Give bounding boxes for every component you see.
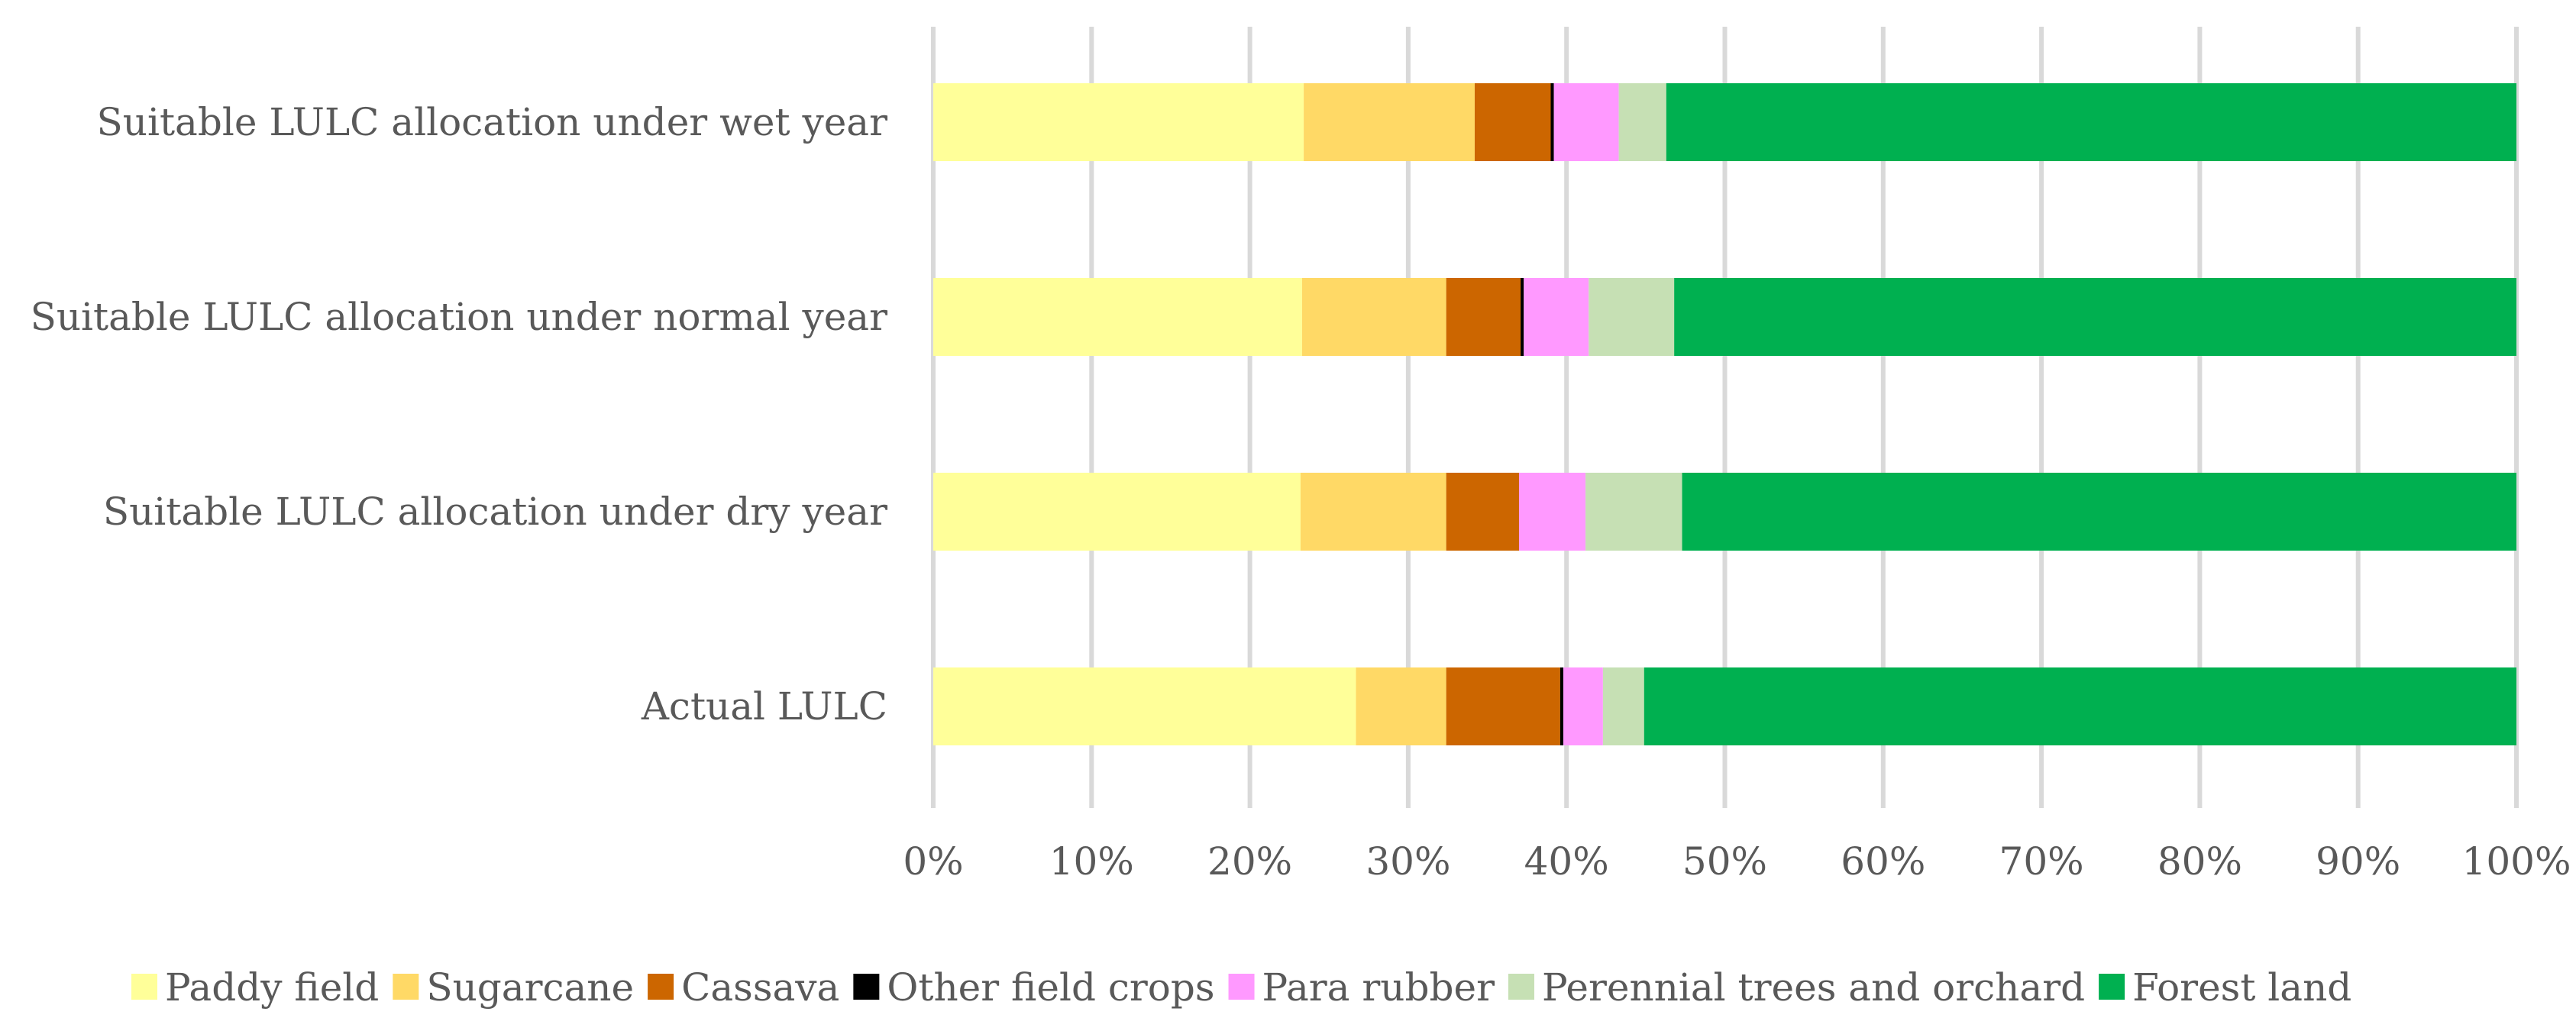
x-tick-label: 80% [2157,839,2242,884]
category-label: Suitable LULC allocation under normal ye… [31,295,888,339]
legend-marker [853,974,880,1000]
bar-segment [933,667,1356,745]
bar-segment [1553,83,1619,161]
bar-segment [1302,278,1446,356]
bar-segment [1446,473,1520,551]
legend-marker [2099,974,2125,1000]
x-tick-label: 30% [1366,839,1450,884]
bar-segment [1618,83,1666,161]
x-tick-label: 20% [1207,839,1292,884]
x-tick-label: 10% [1049,839,1134,884]
bars [933,83,2516,745]
bar-segment [1550,83,1554,161]
x-tick-label: 40% [1524,839,1609,884]
x-tick-label: 100% [2462,839,2571,884]
bar-segment [1524,278,1589,356]
bar-segment [1589,278,1675,356]
legend-marker [131,974,157,1000]
legend-marker [393,974,419,1000]
x-tick-label: 60% [1841,839,1925,884]
bar-segment [933,473,1301,551]
bar-segment [1304,83,1475,161]
x-tick-labels: 0% 10% 20% 30% 40% 50% 60% 70% 80% 90% 100% [903,839,2571,884]
bar-segment [1674,278,2516,356]
legend-marker [1508,974,1534,1000]
category-label: Suitable LULC allocation under wet year [97,100,888,144]
bar-segment [1585,473,1682,551]
bar-segment [1521,278,1524,356]
bar-segment [933,83,1304,161]
category-label: Suitable LULC allocation under dry year [103,490,887,534]
bar-segment [1446,667,1560,745]
category-labels: Suitable LULC allocation under wet year S… [31,100,888,729]
legend-marker [1228,974,1255,1000]
x-tick-label: 0% [903,839,963,884]
legend-label: Paddy field [165,965,379,1010]
legend-label: Para rubber [1262,965,1495,1010]
legend: Paddy field Sugarcane Cassava Other field c… [131,965,2351,1010]
x-tick-label: 50% [1682,839,1767,884]
bar-segment [1474,83,1551,161]
bar-segment [1602,667,1644,745]
legend-label: Forest land [2132,965,2351,1010]
legend-marker [648,974,674,1000]
x-tick-label: 70% [1999,839,2084,884]
bar-segment [1356,667,1446,745]
bar-segment [1446,278,1521,356]
bar-segment [1519,473,1586,551]
legend-label: Other field crops [887,965,1214,1010]
bar-segment [1559,667,1564,745]
x-tick-label: 90% [2316,839,2400,884]
bar-segment [1300,473,1446,551]
bar-segment [933,278,1303,356]
category-label: Actual LULC [641,684,887,729]
bar-segment [1682,473,2516,551]
legend-label: Cassava [681,965,839,1010]
bar-segment [1666,83,2516,161]
bar-segment [1644,667,2516,745]
legend-label: Perennial trees and orchard [1542,965,2085,1010]
bar-segment [1563,667,1603,745]
legend-label: Sugarcane [426,965,634,1010]
